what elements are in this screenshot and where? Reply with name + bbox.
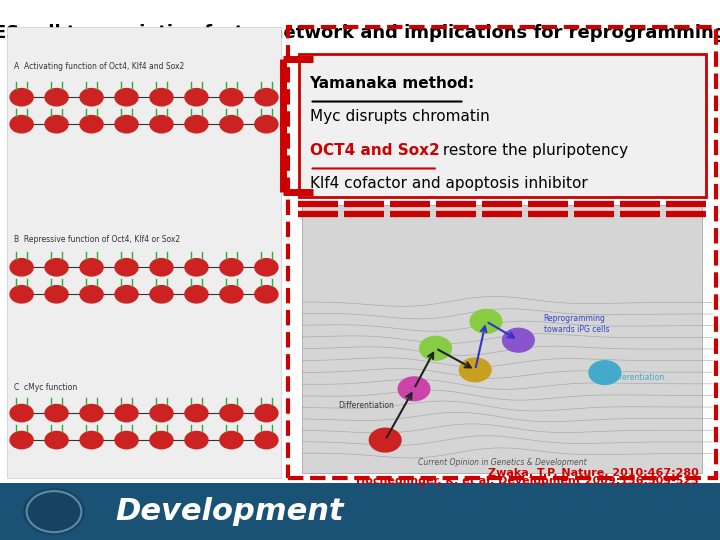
Circle shape — [10, 259, 33, 276]
Circle shape — [80, 286, 103, 303]
Circle shape — [150, 89, 173, 106]
FancyBboxPatch shape — [0, 483, 720, 540]
Text: restore the pluripotency: restore the pluripotency — [438, 143, 628, 158]
Circle shape — [150, 404, 173, 422]
Text: Differentiation: Differentiation — [338, 401, 395, 409]
Circle shape — [503, 328, 534, 352]
Text: Reprogramming
towards iPG cells: Reprogramming towards iPG cells — [544, 314, 609, 334]
Circle shape — [10, 89, 33, 106]
Circle shape — [185, 89, 208, 106]
Text: Transdifferentiation: Transdifferentiation — [590, 374, 666, 382]
Circle shape — [45, 404, 68, 422]
Circle shape — [470, 309, 502, 333]
Circle shape — [255, 286, 278, 303]
Circle shape — [369, 428, 401, 452]
Circle shape — [150, 431, 173, 449]
Circle shape — [220, 431, 243, 449]
Text: Myc disrupts chromatin: Myc disrupts chromatin — [310, 109, 490, 124]
Circle shape — [24, 489, 84, 535]
Circle shape — [45, 89, 68, 106]
Circle shape — [150, 259, 173, 276]
Circle shape — [220, 89, 243, 106]
Circle shape — [459, 358, 491, 382]
Text: OCT4 and Sox2: OCT4 and Sox2 — [310, 143, 439, 158]
Circle shape — [45, 286, 68, 303]
Text: Zwaka, T.P. Nature. 2010;467:280: Zwaka, T.P. Nature. 2010;467:280 — [487, 468, 698, 478]
Circle shape — [220, 116, 243, 133]
Circle shape — [80, 404, 103, 422]
Circle shape — [420, 336, 451, 360]
Circle shape — [185, 286, 208, 303]
Circle shape — [80, 259, 103, 276]
Circle shape — [115, 89, 138, 106]
Text: A  Activating function of Oct4, Klf4 and Sox2: A Activating function of Oct4, Klf4 and … — [14, 62, 184, 71]
Circle shape — [115, 286, 138, 303]
Circle shape — [255, 116, 278, 133]
FancyBboxPatch shape — [302, 205, 702, 472]
Circle shape — [10, 431, 33, 449]
Circle shape — [220, 259, 243, 276]
Circle shape — [115, 404, 138, 422]
Circle shape — [115, 259, 138, 276]
Circle shape — [10, 286, 33, 303]
Circle shape — [255, 431, 278, 449]
Circle shape — [185, 116, 208, 133]
Circle shape — [255, 89, 278, 106]
Circle shape — [398, 377, 430, 401]
Circle shape — [80, 116, 103, 133]
Text: Current Opinion in Genetics & Development: Current Opinion in Genetics & Developmen… — [418, 458, 587, 467]
Circle shape — [115, 431, 138, 449]
FancyBboxPatch shape — [7, 27, 281, 478]
FancyBboxPatch shape — [299, 54, 706, 197]
Circle shape — [150, 286, 173, 303]
Circle shape — [10, 404, 33, 422]
Circle shape — [255, 259, 278, 276]
Circle shape — [185, 404, 208, 422]
Circle shape — [45, 431, 68, 449]
Text: ES cell transcription factor network and implications for reprogramming: ES cell transcription factor network and… — [0, 24, 720, 42]
Circle shape — [589, 361, 621, 384]
Circle shape — [220, 286, 243, 303]
Circle shape — [185, 259, 208, 276]
Text: Hochedlinger, K. et al. Development 2009;136:509-523: Hochedlinger, K. et al. Development 2009… — [356, 476, 698, 487]
Circle shape — [255, 404, 278, 422]
Circle shape — [80, 431, 103, 449]
Text: C  cMyc function: C cMyc function — [14, 383, 78, 393]
Text: Development: Development — [115, 497, 344, 526]
Circle shape — [80, 89, 103, 106]
Text: Yamanaka method:: Yamanaka method: — [310, 76, 475, 91]
Circle shape — [45, 259, 68, 276]
Text: Klf4 cofactor and apoptosis inhibitor: Klf4 cofactor and apoptosis inhibitor — [310, 176, 588, 191]
Text: B  Repressive function of Oct4, Klf4 or Sox2: B Repressive function of Oct4, Klf4 or S… — [14, 235, 181, 244]
Circle shape — [45, 116, 68, 133]
Circle shape — [220, 404, 243, 422]
Circle shape — [150, 116, 173, 133]
Circle shape — [115, 116, 138, 133]
Circle shape — [10, 116, 33, 133]
Circle shape — [185, 431, 208, 449]
